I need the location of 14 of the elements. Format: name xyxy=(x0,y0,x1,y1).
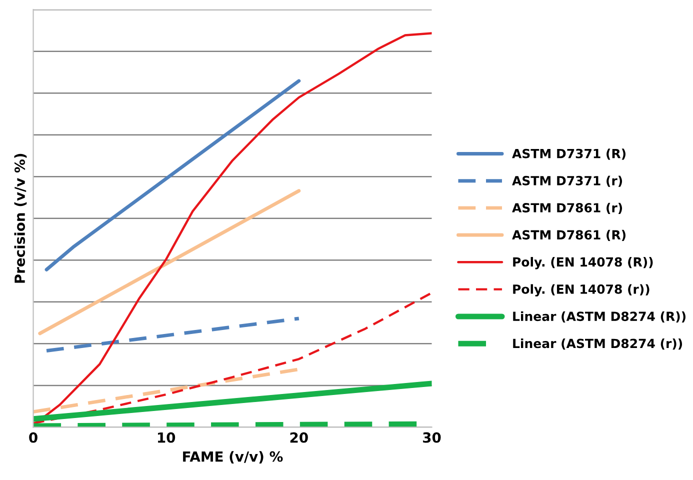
x-tick-label: 0 xyxy=(29,432,38,443)
x-axis-title: FAME (v/v) % xyxy=(183,451,283,464)
legend-label: ASTM D7861 (r) xyxy=(512,202,622,214)
legend-label: ASTM D7371 (R) xyxy=(512,148,626,160)
x-tick-label: 30 xyxy=(423,432,441,443)
legend-label: Poly. (EN 14078 (r)) xyxy=(513,284,650,296)
legend-label: Linear (ASTM D8274 (r)) xyxy=(513,338,682,350)
x-tick-label: 10 xyxy=(158,432,176,443)
legend-label: ASTM D7371 (r) xyxy=(512,176,622,187)
legend-label: Linear (ASTM D8274 (R)) xyxy=(513,311,686,323)
x-tick-label: 20 xyxy=(290,432,308,443)
y-axis-title: Precision (v/v %) xyxy=(14,154,27,283)
legend-label: Poly. (EN 14078 (R)) xyxy=(513,257,653,270)
legend-label: ASTM D7861 (R) xyxy=(512,230,626,242)
